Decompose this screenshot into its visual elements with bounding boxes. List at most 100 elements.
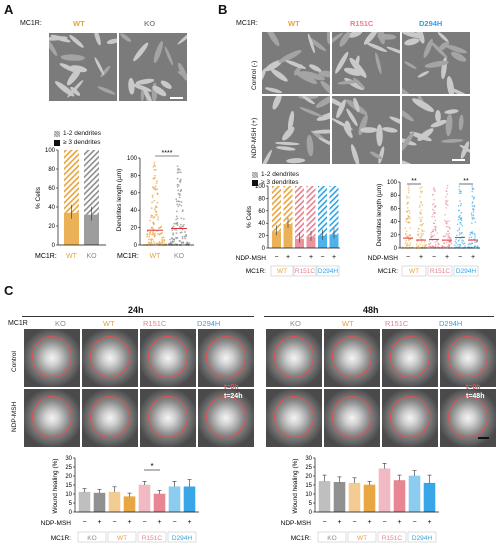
cell-shape — [152, 85, 167, 97]
b-dend-point — [404, 242, 407, 245]
row-label-control-b: Control (-) — [251, 60, 258, 90]
a-dend-point — [179, 168, 181, 171]
b-dend-ylabel: Dendrites length (µm) — [376, 184, 383, 247]
t-label-0h-b: t=0h — [466, 384, 481, 391]
b-cells-geno-label: D294H — [318, 268, 339, 275]
c48-mc1r: MC1R: — [291, 535, 311, 542]
b-dend-point — [420, 238, 422, 240]
b-dend-point — [408, 244, 410, 246]
cell-shape — [353, 97, 360, 113]
a-dend-point — [150, 214, 153, 217]
b-dend-point — [458, 233, 461, 236]
c48-bar — [363, 484, 376, 513]
genotype-r151c-c2: R151C — [385, 319, 409, 328]
a-sig-stars: **** — [162, 150, 173, 157]
b-cells-geno-box — [316, 265, 340, 277]
b-dend-point — [424, 245, 427, 247]
b-dend-point — [409, 241, 412, 244]
b-dend-point — [433, 234, 436, 236]
a-dend-point — [148, 238, 150, 241]
a-dend-point — [176, 183, 179, 186]
a-dend-point — [179, 223, 182, 226]
a-dend-point — [178, 240, 181, 242]
c48-sign: − — [322, 519, 326, 526]
b-dend-y-tick-label: 20 — [390, 233, 397, 239]
b-cells-geno-label: R151C — [295, 268, 316, 275]
cell-shape — [69, 34, 84, 48]
wound-boundary — [32, 336, 72, 378]
cell-shape — [343, 67, 363, 76]
cell-shape — [140, 88, 145, 101]
a-dend-point — [152, 231, 154, 234]
cell-shape — [337, 80, 360, 85]
a-dend-point — [155, 182, 158, 185]
b-dend-point — [473, 217, 476, 220]
b-dend-point — [460, 217, 462, 220]
b-dend-point — [433, 198, 435, 201]
a-dend-point — [179, 171, 182, 174]
a-dend-point — [161, 239, 164, 242]
cell-shape — [402, 131, 415, 152]
a-dend-point — [155, 242, 158, 245]
a-dend-point — [154, 232, 156, 235]
cell-shape — [320, 80, 330, 94]
wound-micrograph — [198, 329, 254, 387]
cell-texture — [49, 33, 117, 98]
b-dend-point — [462, 242, 465, 245]
cell-shape — [306, 134, 314, 157]
b-dend-point — [459, 214, 461, 217]
b-dend-point — [446, 230, 449, 233]
b-dend-point — [464, 245, 466, 247]
wound-micrograph — [382, 329, 438, 387]
a-dend-point — [178, 196, 181, 199]
row-label-control-c: Control — [11, 351, 18, 372]
a-dend-point — [163, 239, 166, 241]
b-cells-sign: − — [297, 254, 301, 261]
b-dend-point — [408, 239, 410, 242]
cell-shape — [318, 70, 330, 78]
t-label-24h: t=24h — [224, 393, 243, 400]
cell-shape — [298, 96, 319, 100]
b-dend-point — [406, 242, 409, 244]
c48-y-tick-label: 15 — [305, 483, 312, 489]
b-dend-point — [431, 208, 434, 211]
cell-shape — [445, 44, 467, 54]
a-cells-y-tick-label: 100 — [45, 148, 56, 154]
scale-bar — [170, 97, 183, 99]
c24-geno-label: WT — [117, 535, 127, 542]
a-dend-point — [182, 225, 184, 228]
micrograph-d294h-control-b — [402, 32, 470, 94]
cell-shape — [376, 124, 383, 147]
cell-shape — [177, 71, 187, 80]
c48-geno-box — [407, 531, 437, 543]
b-cells-mc1r: MC1R: — [246, 268, 266, 275]
cell-shape — [276, 146, 296, 151]
c48-sign: + — [427, 519, 431, 526]
a-dend-mc1r: MC1R: — [117, 253, 139, 260]
cell-shape — [301, 96, 315, 105]
b-dend-point — [407, 201, 409, 204]
cell-shape — [355, 55, 360, 68]
b-dend-point — [420, 241, 423, 243]
a-dend-xlabel: WT — [150, 253, 162, 260]
b-dend-point — [423, 241, 426, 243]
b-dend-point — [431, 230, 434, 233]
a-dend-point — [178, 171, 180, 174]
cell-shape — [430, 119, 448, 128]
b-dend-point — [471, 232, 474, 235]
c24-mc1r: MC1R: — [51, 535, 71, 542]
a-cells-y-tick-label: 20 — [48, 224, 55, 230]
a-dend-y-tick-label: 100 — [127, 156, 138, 162]
b-dend-point — [433, 215, 436, 218]
c24-geno-label: KO — [87, 535, 96, 542]
b-dend-point — [458, 192, 461, 195]
b-dend-point — [445, 222, 448, 224]
a-dend-point — [175, 222, 178, 225]
a-dend-point — [153, 235, 156, 238]
b-dend-point — [409, 227, 412, 229]
cell-shape — [347, 32, 363, 38]
b-dend-point — [438, 243, 440, 245]
c48-bar — [333, 481, 346, 513]
b-dend-point — [408, 212, 411, 214]
genotype-wt-c2: WT — [342, 319, 354, 328]
